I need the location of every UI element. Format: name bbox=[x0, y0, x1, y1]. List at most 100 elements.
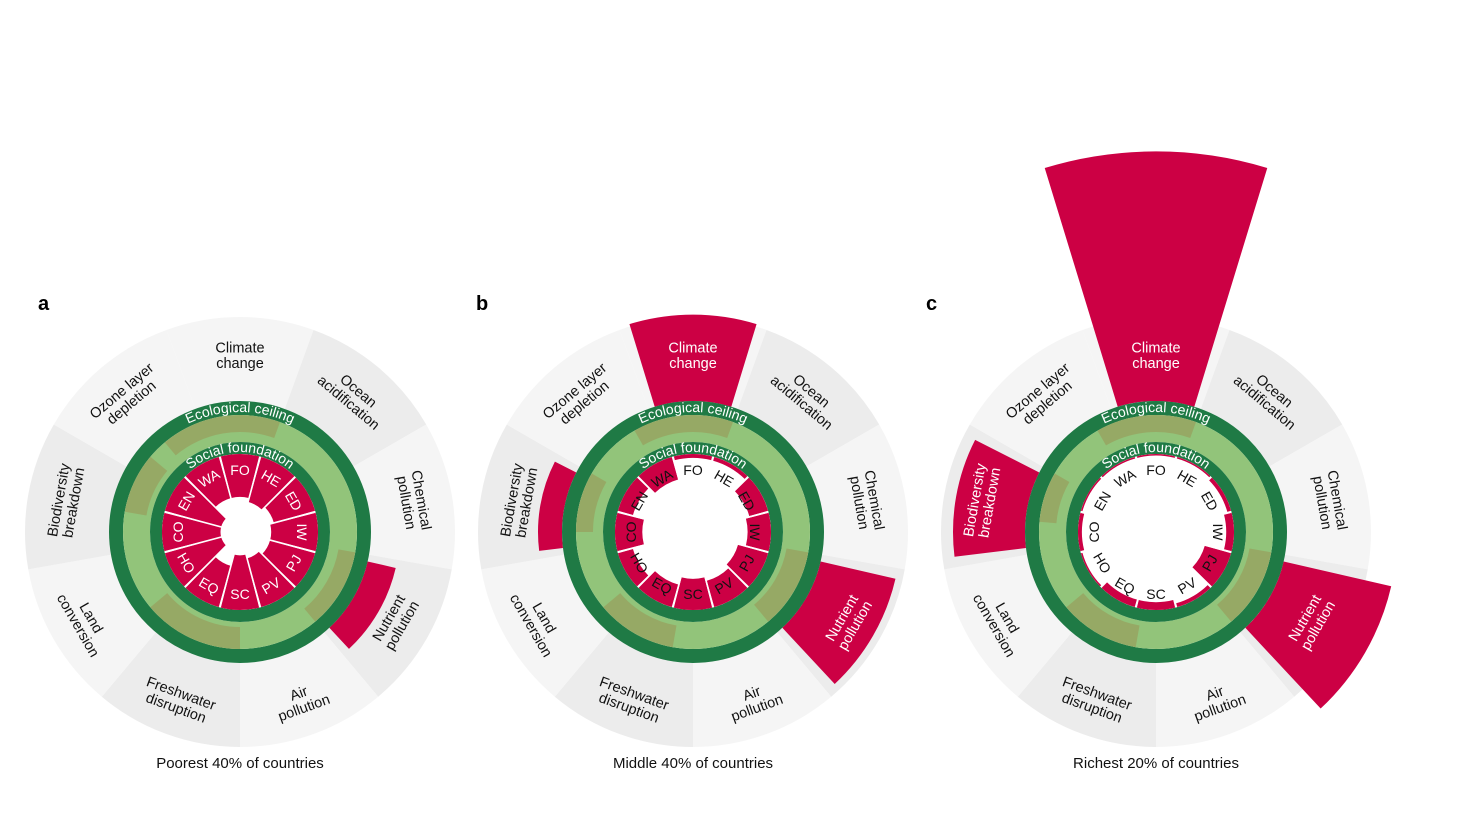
ecological-ceiling-ring bbox=[109, 401, 371, 663]
pressure-band bbox=[1097, 415, 1197, 446]
overshoot-climate-change bbox=[1044, 151, 1268, 407]
dimension-background bbox=[1017, 632, 1156, 747]
social-code-label: FO bbox=[683, 462, 703, 478]
shortfall-eq bbox=[638, 571, 679, 608]
shortfall-iw bbox=[1224, 512, 1234, 552]
pressure-band bbox=[304, 549, 356, 622]
pressure-band bbox=[150, 593, 240, 649]
ecological-dimension-label: Climate change bbox=[1131, 341, 1180, 372]
social-spoke bbox=[692, 476, 749, 533]
shortfall-pj bbox=[262, 540, 316, 587]
ecological-dimension-label: Climate change bbox=[215, 341, 264, 372]
panel-caption: Poorest 40% of countries bbox=[156, 755, 324, 772]
social-spoke bbox=[672, 531, 694, 608]
overshoot-climate-change bbox=[629, 314, 757, 407]
social-spoke bbox=[1100, 476, 1157, 533]
shortfall-pv bbox=[706, 568, 748, 608]
overshoot-nutrient-pollution bbox=[329, 561, 396, 649]
dimension-background bbox=[25, 424, 127, 570]
social-code-label: SC bbox=[1146, 586, 1165, 602]
social-spoke bbox=[617, 511, 694, 533]
dimension-background bbox=[481, 554, 609, 697]
dimension-background bbox=[284, 329, 427, 467]
shortfall-sc bbox=[220, 554, 260, 610]
shortfall-ed bbox=[734, 477, 769, 517]
shortfall-co bbox=[1078, 512, 1085, 552]
pressure-band bbox=[1066, 593, 1140, 648]
overshoot-nutrient-pollution bbox=[782, 561, 896, 684]
shortfall-eq bbox=[1101, 582, 1137, 608]
pressure-band bbox=[164, 415, 281, 456]
dimension-background bbox=[28, 554, 156, 697]
dimension-background bbox=[737, 329, 880, 467]
social-spoke bbox=[1155, 511, 1232, 533]
social-code-label: FO bbox=[1146, 462, 1166, 478]
shortfall-iw bbox=[270, 512, 318, 552]
social-spoke bbox=[692, 511, 769, 533]
social-code-label: CO bbox=[170, 521, 186, 542]
pressure-band bbox=[1217, 548, 1272, 622]
panel-letter: b bbox=[476, 293, 488, 315]
shortfall-ed bbox=[265, 477, 316, 523]
social-spoke bbox=[239, 511, 316, 533]
panel-letter: c bbox=[926, 293, 937, 315]
social-spoke bbox=[1155, 456, 1177, 533]
social-spoke bbox=[164, 531, 241, 553]
social-spoke bbox=[637, 476, 694, 533]
social-code-label: PJ bbox=[736, 552, 758, 574]
panel-caption: Middle 40% of countries bbox=[613, 755, 773, 772]
dimension-background bbox=[1200, 329, 1343, 467]
social-spoke bbox=[692, 531, 714, 608]
social-code-label: CO bbox=[1086, 521, 1102, 542]
shortfall-pj bbox=[1192, 545, 1232, 587]
social-spoke bbox=[1100, 531, 1157, 588]
dimension-backgrounds bbox=[25, 317, 455, 747]
social-spoke bbox=[617, 531, 694, 553]
shortfall-co bbox=[162, 512, 222, 552]
dimension-background bbox=[969, 329, 1112, 467]
shortfall-ho bbox=[617, 548, 649, 587]
dimension-background bbox=[506, 329, 649, 467]
social-spoke bbox=[692, 456, 714, 533]
social-spoke bbox=[239, 531, 261, 608]
social-spoke bbox=[1155, 476, 1212, 533]
shortfall-fo bbox=[220, 454, 260, 498]
pressure-band bbox=[124, 456, 168, 516]
ecological-ceiling-ring bbox=[1025, 401, 1287, 663]
dimension-background bbox=[166, 317, 314, 409]
shortfall-wa bbox=[1101, 456, 1136, 478]
social-spoke bbox=[239, 456, 261, 533]
social-spoke bbox=[1155, 531, 1212, 588]
dimension-background bbox=[240, 632, 379, 747]
social-spoke bbox=[164, 511, 241, 533]
shortfall-fo bbox=[673, 454, 713, 461]
ecological-dimension-label: Climate change bbox=[668, 341, 717, 372]
social-code-label: FO bbox=[230, 462, 250, 478]
dimension-background bbox=[353, 424, 455, 570]
dimension-background bbox=[324, 554, 452, 697]
pressure-band bbox=[603, 593, 677, 648]
dimension-background bbox=[554, 632, 693, 747]
overshoot-biodiversity-breakdown bbox=[953, 439, 1040, 557]
social-code-label: IW bbox=[1210, 523, 1226, 541]
social-spoke bbox=[1135, 456, 1157, 533]
dimension-background bbox=[101, 632, 241, 747]
shortfall-he bbox=[713, 456, 748, 479]
social-code-label: IW bbox=[747, 523, 763, 541]
shortfall-en bbox=[164, 477, 227, 527]
social-spoke bbox=[692, 531, 769, 553]
shortfall-fo bbox=[1136, 454, 1176, 458]
social-code-label: SC bbox=[683, 586, 702, 602]
shortfall-wa bbox=[638, 456, 679, 493]
social-spoke bbox=[1080, 531, 1157, 553]
social-foundation-ring bbox=[150, 442, 330, 622]
shortfall-sc bbox=[673, 577, 713, 611]
shortfall-sc bbox=[1136, 600, 1176, 611]
shortfall-eq bbox=[185, 557, 231, 608]
social-spoke bbox=[184, 531, 241, 588]
dimension-background bbox=[1156, 632, 1295, 747]
pressure-band bbox=[754, 548, 809, 622]
dimension-background bbox=[693, 632, 832, 747]
